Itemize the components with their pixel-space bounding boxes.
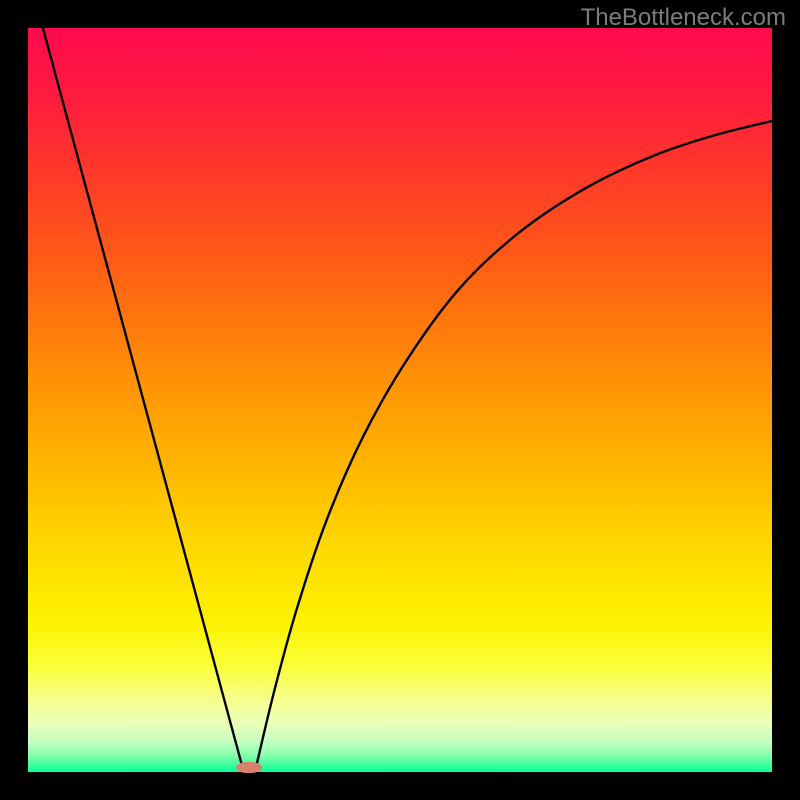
curve-right-branch xyxy=(255,121,772,772)
plot-area xyxy=(28,28,772,772)
valley-marker xyxy=(236,762,261,774)
bottleneck-curve xyxy=(28,28,772,772)
curve-left-branch xyxy=(43,28,244,772)
watermark-text: TheBottleneck.com xyxy=(581,4,786,32)
chart-container: TheBottleneck.com xyxy=(0,0,800,800)
